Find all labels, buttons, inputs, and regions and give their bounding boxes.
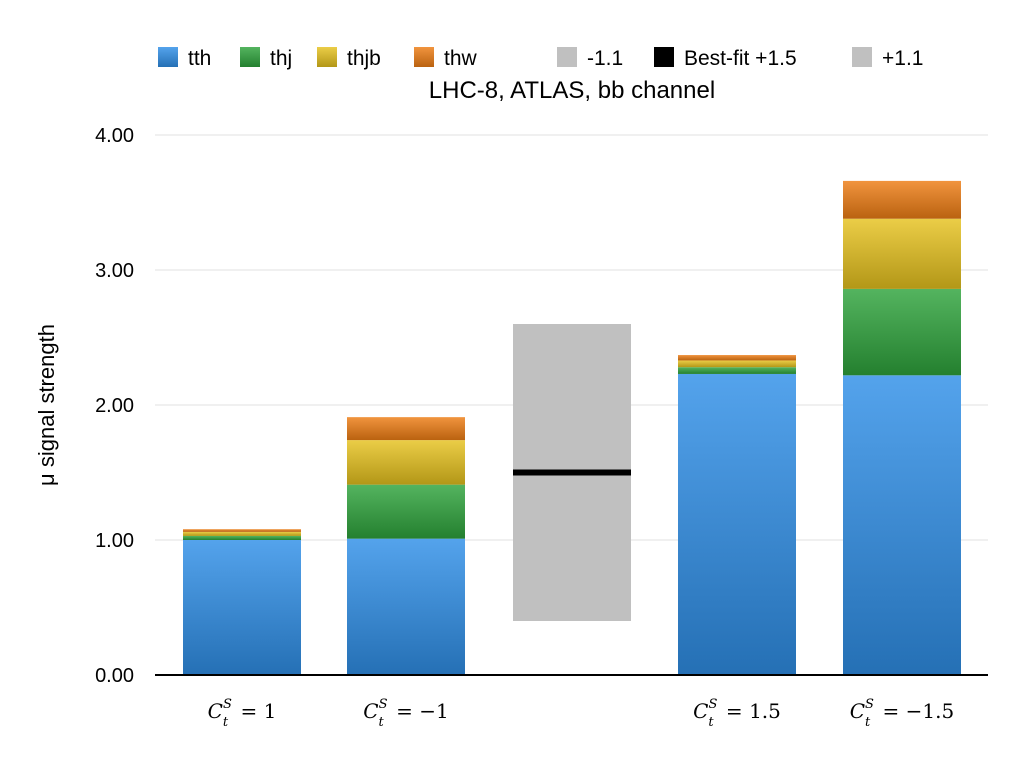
legend-swatch [852,47,872,67]
legend: tth thj thjb thw -1.1 Best-fit +1.5 +1.1 [158,47,923,70]
legend-swatch [240,47,260,67]
legend-label: thjb [347,47,381,70]
bar-thjb-4 [843,218,961,289]
y-tick-label: 0.00 [95,665,134,687]
legend-swatch [158,47,178,67]
x-category-label: CS t = −1 [363,697,448,730]
bar-tth-3 [678,373,796,675]
bar-tth-0 [183,540,301,675]
legend-item-5: Best-fit +1.5 [654,47,797,70]
legend-item-1: thj [240,47,292,70]
bar-thjb-1 [347,440,465,485]
x-category-label: CS t = −1.5 [850,697,955,730]
legend-label: thj [270,47,292,70]
bar-thj-4 [843,288,961,376]
y-tick-label: 3.00 [95,260,134,282]
x-axis-categories: CS t = 1 CS t = −1 CS t = 1.5 CS t = −1.5 [208,697,955,730]
best-fit-line [513,469,631,476]
legend-label: -1.1 [587,47,623,70]
bar-thw-3 [678,355,796,361]
legend-item-4: -1.1 [557,47,623,70]
bar-tth-1 [347,538,465,675]
legend-label: Best-fit +1.5 [684,47,797,70]
legend-swatch [557,47,577,67]
y-tick-label: 2.00 [95,395,134,417]
legend-label: thw [444,47,478,70]
bar-thj-0 [183,535,301,540]
bar-tth-4 [843,375,961,675]
bars [183,180,961,675]
legend-swatch [317,47,337,67]
chart-title: LHC-8, ATLAS, bb channel [429,77,715,104]
bar-thjb-3 [678,360,796,368]
x-category-label: CS t = 1 [208,697,277,730]
measurement [513,324,631,621]
legend-item-3: thw [414,47,478,70]
y-tick-label: 4.00 [95,125,134,147]
y-axis-label: μ signal strength [34,324,59,486]
legend-item-0: tth [158,47,211,70]
legend-item-2: thjb [317,47,381,70]
bar-thw-4 [843,180,961,219]
bar-thw-0 [183,529,301,532]
y-axis-ticks: 0.00 1.00 2.00 3.00 4.00 [95,125,134,687]
y-tick-label: 1.00 [95,530,134,552]
bar-thjb-0 [183,531,301,536]
bar-thw-1 [347,417,465,441]
legend-swatch [654,47,674,67]
bar-thj-3 [678,367,796,374]
x-category-label: CS t = 1.5 [693,697,781,730]
bar-thj-1 [347,484,465,539]
legend-label: tth [188,47,211,70]
legend-swatch [414,47,434,67]
legend-label: +1.1 [882,47,923,70]
legend-item-6: +1.1 [852,47,923,70]
